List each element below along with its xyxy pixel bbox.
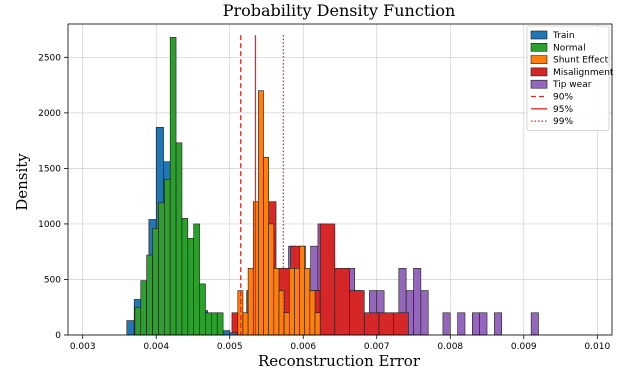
histogram-bar xyxy=(222,330,231,336)
y-tick-label: 2000 xyxy=(38,109,61,119)
histogram-bar xyxy=(363,312,380,336)
histogram-bar xyxy=(472,312,480,336)
legend-label: 95% xyxy=(553,105,573,115)
histogram-bar xyxy=(152,228,159,336)
legend-label: Misalignment xyxy=(553,68,614,78)
axis-ticks: 0.003 0.004 0.005 0.006 0.007 0.008 0.009 0.010… xyxy=(38,53,610,352)
histogram-bar xyxy=(268,223,275,336)
y-tick-label: 1500 xyxy=(38,164,61,174)
histogram-bar xyxy=(304,268,311,336)
histogram-bar xyxy=(494,312,503,336)
histogram-bar xyxy=(420,290,429,336)
legend-swatch xyxy=(530,55,548,64)
histogram-bar xyxy=(169,37,177,336)
histogram-bar xyxy=(134,306,142,336)
legend-swatch xyxy=(530,30,548,40)
histogram-bar xyxy=(199,283,206,336)
histogram-bar xyxy=(193,223,200,336)
histogram-bars xyxy=(126,37,539,336)
x-tick-label: 0.006 xyxy=(290,342,316,352)
histogram-bar xyxy=(457,312,466,336)
histogram-bar xyxy=(378,312,394,336)
legend-label: 90% xyxy=(553,93,573,103)
x-axis-label: Reconstruction Error xyxy=(258,352,421,370)
legend-label: 99% xyxy=(553,117,573,127)
histogram-bar xyxy=(175,142,183,336)
histogram-bar xyxy=(479,312,488,336)
legend-swatch xyxy=(530,79,548,89)
x-tick-label: 0.009 xyxy=(511,342,537,352)
histogram-bar xyxy=(211,312,218,336)
legend-label: Train xyxy=(552,31,575,41)
histogram-bar xyxy=(126,320,135,336)
histogram-bar xyxy=(530,312,539,336)
x-tick-label: 0.008 xyxy=(437,342,463,352)
histogram-bar xyxy=(181,218,189,336)
x-tick-label: 0.005 xyxy=(217,342,243,352)
histogram-bar xyxy=(299,245,306,336)
histogram-bar xyxy=(393,312,409,336)
legend-swatch xyxy=(530,67,548,77)
threshold-lines xyxy=(240,35,285,335)
histogram-bar xyxy=(242,312,249,336)
histogram-bar xyxy=(442,312,451,336)
legend-label: Normal xyxy=(553,43,586,53)
legend-swatch xyxy=(530,42,548,52)
histogram-bar xyxy=(237,290,244,336)
y-tick-label: 1000 xyxy=(38,220,61,230)
histogram-bar xyxy=(263,156,269,336)
x-tick-label: 0.010 xyxy=(584,342,610,352)
x-tick-label: 0.003 xyxy=(70,342,96,352)
y-tick-label: 500 xyxy=(44,275,61,285)
histogram-bar xyxy=(258,90,264,336)
histogram-bar xyxy=(158,202,165,336)
histogram-bar xyxy=(319,223,336,336)
histogram-bar xyxy=(273,268,280,336)
histogram-bar xyxy=(187,238,195,336)
histogram-bar xyxy=(309,290,316,336)
histogram-bar xyxy=(413,268,422,336)
histogram-bar xyxy=(294,268,300,336)
histogram-bar xyxy=(349,290,365,336)
histogram-bar xyxy=(216,312,224,336)
x-tick-label: 0.007 xyxy=(364,342,390,352)
histogram-bar xyxy=(164,179,171,336)
legend-label: Tip wear xyxy=(552,80,592,90)
histogram-bar xyxy=(334,268,350,336)
histogram-bar xyxy=(146,254,153,336)
histogram-bar xyxy=(288,268,295,336)
plot-frame xyxy=(67,23,613,336)
legend: Train Normal Shunt Effect Misalignment Tip w… xyxy=(526,25,614,131)
y-axis-label: Density xyxy=(13,153,31,211)
histogram-bar xyxy=(283,312,290,336)
y-tick-label: 0 xyxy=(55,331,61,341)
histogram-bar xyxy=(205,312,212,336)
histogram-bar xyxy=(140,280,147,336)
histogram-bar xyxy=(314,312,321,336)
histogram-bar xyxy=(247,268,254,336)
chart-title: Probability Density Function xyxy=(223,1,456,20)
legend-label: Shunt Effect xyxy=(553,56,609,66)
legend-box xyxy=(526,25,610,131)
y-tick-label: 2500 xyxy=(38,53,61,63)
x-tick-label: 0.004 xyxy=(143,342,169,352)
